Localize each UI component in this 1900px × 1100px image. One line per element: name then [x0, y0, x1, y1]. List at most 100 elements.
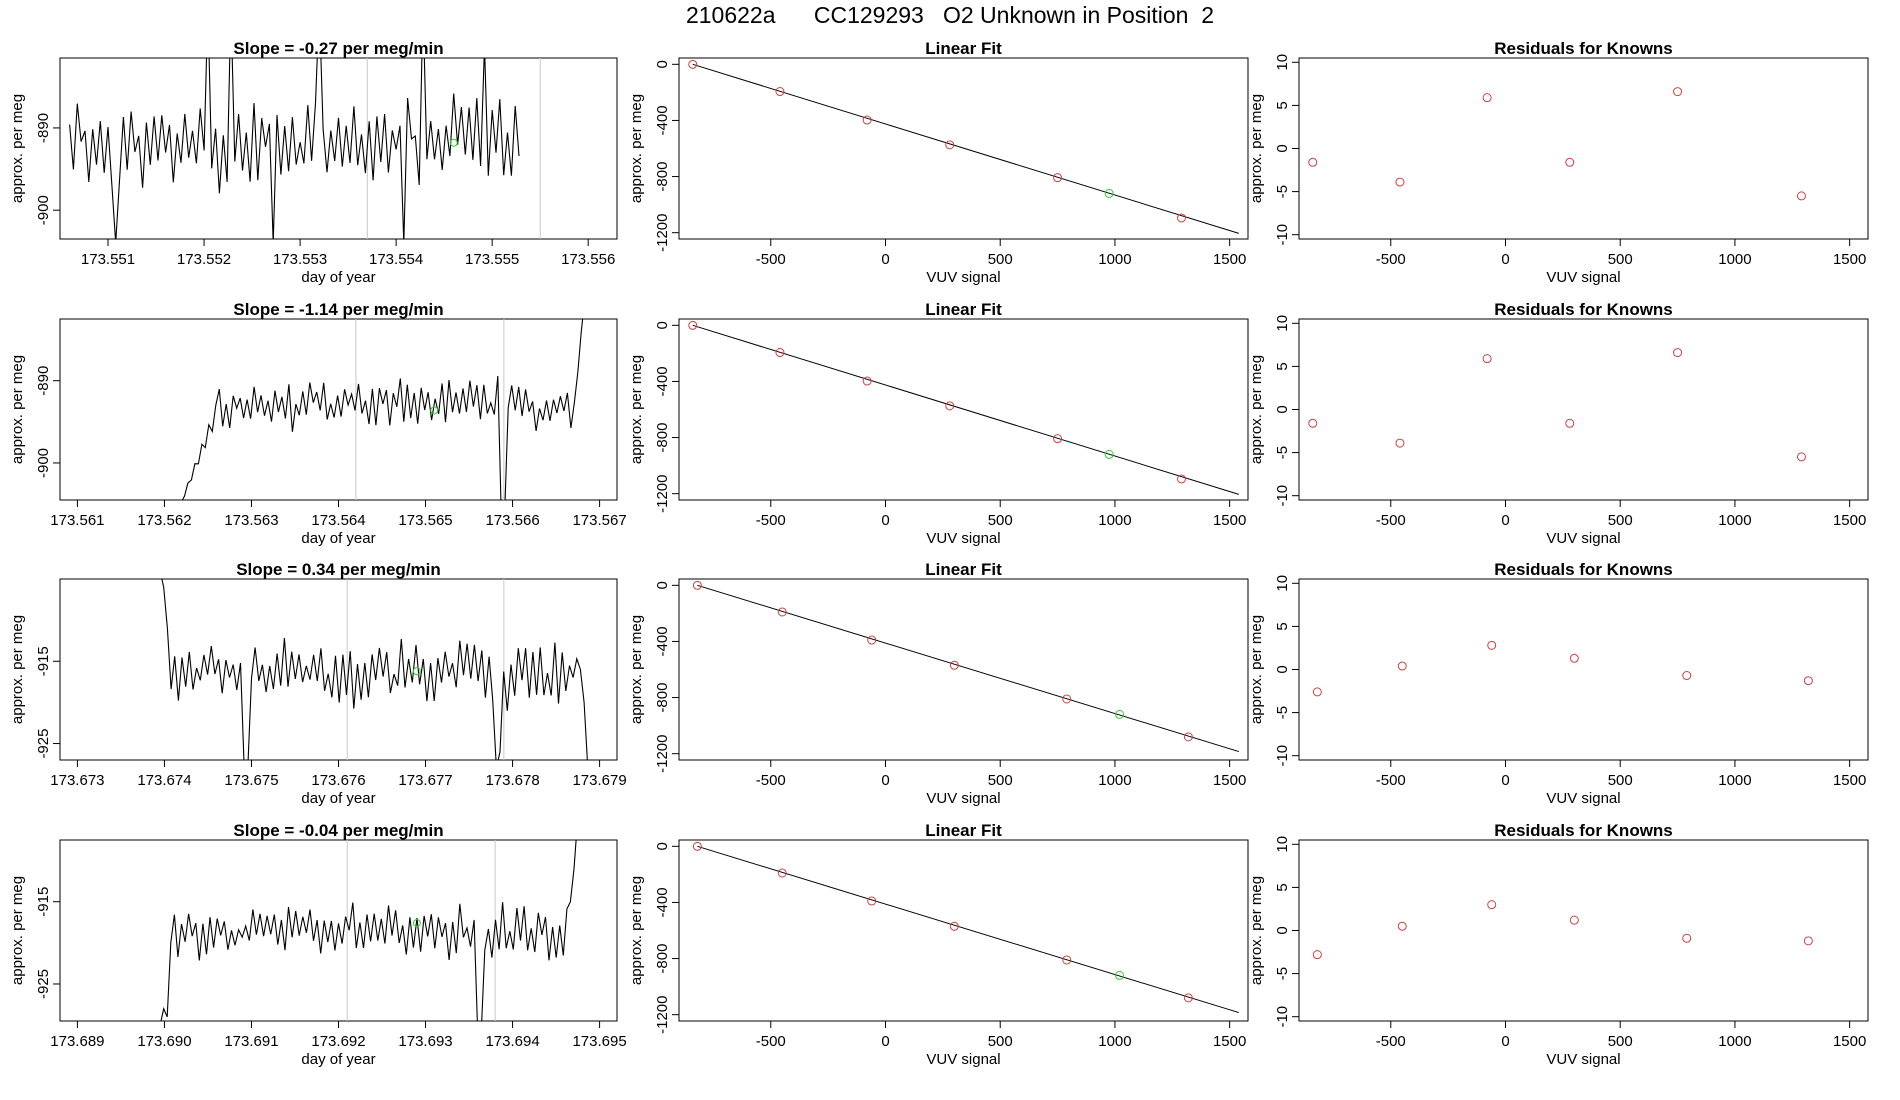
- y-tick-label: -900: [35, 448, 52, 478]
- x-tick-label: -500: [1376, 772, 1406, 789]
- x-tick-label: 500: [988, 251, 1013, 268]
- known-point: [1308, 418, 1318, 428]
- plot-frame: [1298, 318, 1869, 501]
- x-tick-label: 1000: [1718, 512, 1751, 529]
- plot-area: [1308, 348, 1806, 462]
- known-point: [1482, 93, 1492, 103]
- panel-title: Linear Fit: [925, 300, 1002, 319]
- x-tick-label: 173.676: [311, 772, 365, 789]
- plot-area: [692, 580, 1239, 753]
- x-tick-label: 173.565: [398, 512, 452, 529]
- panel-title: Slope = -0.04 per meg/min: [233, 821, 443, 840]
- panel-2-3: Residuals for Knowns -500 0 500 1000 1500 VUV …: [1248, 300, 1869, 547]
- x-tick-label: -500: [1376, 251, 1406, 268]
- known-point: [777, 868, 787, 878]
- signal-line: [69, 58, 520, 239]
- x-tick-label: -500: [756, 772, 786, 789]
- x-tick-label: 1500: [1213, 251, 1246, 268]
- x-axis-label: VUV signal: [1546, 790, 1620, 807]
- panel-title: Residuals for Knowns: [1494, 39, 1673, 58]
- x-tick-label: -500: [756, 1033, 786, 1050]
- y-tick-label: -400: [654, 626, 671, 656]
- y-tick-label: -5: [1274, 446, 1291, 459]
- known-point: [1312, 950, 1322, 960]
- plot-frame: [1298, 839, 1869, 1022]
- plot-area: [688, 320, 1239, 495]
- x-tick-label: 0: [881, 1033, 889, 1050]
- x-tick-label: 0: [881, 251, 889, 268]
- x-tick-label: 173.677: [398, 772, 452, 789]
- x-tick-label: 173.691: [224, 1033, 278, 1050]
- y-tick-label: -10: [1274, 1006, 1291, 1028]
- y-axis-label: approx. per meg: [1248, 94, 1265, 203]
- plot-frame: [678, 578, 1249, 761]
- panel-2-1: Slope = -1.14 per meg/min 173.561 173.562 1…: [9, 300, 627, 547]
- known-point: [1397, 661, 1407, 671]
- x-tick-label: 1000: [1098, 512, 1131, 529]
- known-point: [949, 660, 959, 670]
- known-point: [1482, 354, 1492, 364]
- y-tick-label: -10: [1274, 485, 1291, 507]
- known-point: [1487, 640, 1497, 650]
- y-tick-label: -1200: [654, 474, 671, 512]
- plot-frame: [59, 578, 618, 761]
- y-axis-label: approx. per meg: [9, 355, 26, 464]
- known-point: [692, 841, 702, 851]
- known-point: [945, 401, 955, 411]
- panel-1-2: Linear Fit -500 0 500 1000 1500 VUV signal 0 -40…: [628, 39, 1249, 286]
- x-tick-label: 500: [1608, 1033, 1633, 1050]
- known-point: [1395, 177, 1405, 187]
- y-tick-label: -10: [1274, 224, 1291, 246]
- y-tick-label: -400: [654, 366, 671, 396]
- known-point: [688, 320, 698, 330]
- y-tick-label: -800: [654, 683, 671, 713]
- panel-3-3: Residuals for Knowns -500 0 500 1000 1500 VUV …: [1248, 560, 1869, 807]
- unknown-point: [1104, 449, 1114, 459]
- y-tick-label: -1200: [654, 213, 671, 251]
- x-axis-label: VUV signal: [1546, 1051, 1620, 1068]
- x-axis-label: day of year: [301, 1051, 375, 1068]
- x-tick-label: 0: [1501, 1033, 1509, 1050]
- plot-area: [160, 840, 577, 1021]
- x-tick-label: 1000: [1098, 1033, 1131, 1050]
- x-tick-label: 173.554: [369, 251, 423, 268]
- y-tick-label: 5: [1274, 622, 1291, 630]
- x-tick-label: 500: [988, 512, 1013, 529]
- known-point: [1569, 653, 1579, 663]
- x-tick-label: 1500: [1213, 772, 1246, 789]
- y-axis-label: approx. per meg: [9, 94, 26, 203]
- y-tick-label: -915: [35, 646, 52, 676]
- plot-area: [1312, 640, 1813, 697]
- y-axis-label: approx. per meg: [1248, 355, 1265, 464]
- y-tick-label: -800: [654, 162, 671, 192]
- x-axis-label: day of year: [301, 269, 375, 286]
- x-tick-label: 0: [1501, 251, 1509, 268]
- plot-area: [692, 841, 1239, 1014]
- y-tick-label: 10: [1274, 54, 1291, 71]
- y-tick-label: -800: [654, 944, 671, 974]
- y-tick-label: -1200: [654, 995, 671, 1033]
- x-tick-label: 1500: [1833, 772, 1866, 789]
- x-tick-label: 173.690: [137, 1033, 191, 1050]
- x-axis-label: VUV signal: [1546, 269, 1620, 286]
- y-tick-label: -900: [35, 195, 52, 225]
- known-point: [1053, 434, 1063, 444]
- known-point: [949, 921, 959, 931]
- x-tick-label: 173.555: [465, 251, 519, 268]
- panel-1-1: Slope = -0.27 per meg/min 173.551 173.552 1…: [9, 39, 618, 286]
- x-axis-label: VUV signal: [1546, 530, 1620, 547]
- y-tick-label: -5: [1274, 185, 1291, 198]
- panel-3-2: Linear Fit -500 0 500 1000 1500 VUV signal 0 -40…: [628, 560, 1249, 807]
- x-tick-label: 173.562: [137, 512, 191, 529]
- x-tick-label: 500: [1608, 251, 1633, 268]
- x-tick-label: 1000: [1718, 251, 1751, 268]
- known-point: [867, 896, 877, 906]
- x-tick-label: 173.553: [273, 251, 327, 268]
- known-point: [1565, 418, 1575, 428]
- unknown-point: [1104, 188, 1114, 198]
- x-tick-label: 500: [1608, 512, 1633, 529]
- y-tick-label: -400: [654, 105, 671, 135]
- known-point: [945, 140, 955, 150]
- known-point: [1053, 173, 1063, 183]
- panel-title: Slope = 0.34 per meg/min: [236, 560, 441, 579]
